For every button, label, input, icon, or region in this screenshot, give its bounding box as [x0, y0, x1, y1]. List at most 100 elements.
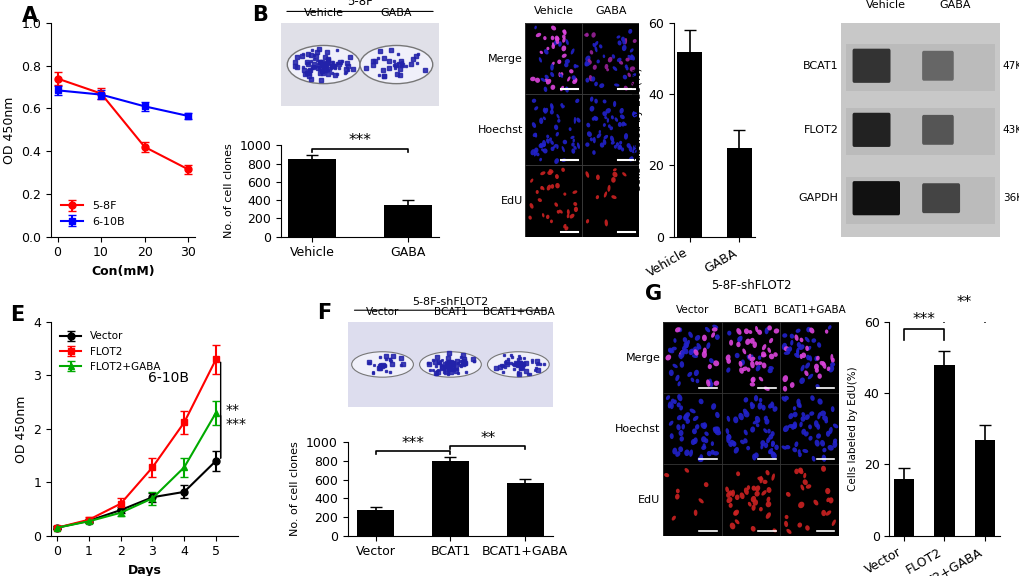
Ellipse shape: [763, 443, 767, 448]
Ellipse shape: [754, 326, 757, 332]
Ellipse shape: [701, 351, 706, 358]
Ellipse shape: [706, 451, 711, 456]
Ellipse shape: [544, 78, 547, 82]
Ellipse shape: [693, 510, 697, 516]
Ellipse shape: [769, 401, 773, 408]
Bar: [780, 322, 839, 393]
Ellipse shape: [696, 343, 701, 350]
Ellipse shape: [805, 484, 810, 489]
Ellipse shape: [782, 334, 787, 338]
Ellipse shape: [555, 145, 558, 149]
Ellipse shape: [726, 367, 730, 373]
Ellipse shape: [530, 77, 535, 81]
Ellipse shape: [698, 399, 703, 404]
Ellipse shape: [535, 78, 539, 83]
Ellipse shape: [789, 382, 794, 388]
Circle shape: [360, 46, 432, 84]
Ellipse shape: [621, 147, 624, 151]
Ellipse shape: [632, 145, 636, 151]
Text: 5-8F-shFLOT2: 5-8F-shFLOT2: [412, 297, 488, 307]
Ellipse shape: [621, 122, 625, 127]
Bar: [846, 177, 994, 224]
Ellipse shape: [751, 454, 756, 460]
Ellipse shape: [767, 448, 772, 454]
Ellipse shape: [556, 119, 559, 123]
Ellipse shape: [626, 143, 630, 148]
Ellipse shape: [815, 356, 819, 361]
Ellipse shape: [795, 347, 799, 354]
Ellipse shape: [585, 55, 590, 62]
Ellipse shape: [765, 437, 769, 443]
Ellipse shape: [695, 379, 699, 383]
Ellipse shape: [589, 50, 593, 55]
Ellipse shape: [807, 425, 811, 429]
Ellipse shape: [766, 325, 771, 331]
Ellipse shape: [752, 342, 756, 348]
Bar: [780, 464, 839, 536]
Ellipse shape: [532, 132, 536, 137]
Ellipse shape: [585, 78, 589, 82]
Ellipse shape: [632, 111, 635, 117]
Ellipse shape: [605, 68, 608, 71]
Ellipse shape: [663, 473, 668, 477]
Ellipse shape: [830, 406, 834, 412]
Ellipse shape: [595, 175, 599, 180]
Ellipse shape: [751, 486, 755, 491]
Text: Vehicle: Vehicle: [865, 0, 905, 10]
Ellipse shape: [538, 143, 542, 148]
Bar: [662, 464, 720, 536]
Ellipse shape: [603, 135, 607, 139]
FancyBboxPatch shape: [921, 115, 953, 145]
Ellipse shape: [562, 29, 566, 35]
Ellipse shape: [567, 209, 570, 215]
Ellipse shape: [725, 354, 730, 361]
Ellipse shape: [818, 361, 824, 366]
Ellipse shape: [531, 98, 536, 103]
Ellipse shape: [632, 111, 636, 116]
Bar: [525, 165, 582, 237]
Ellipse shape: [551, 62, 554, 66]
Ellipse shape: [572, 190, 577, 194]
Ellipse shape: [790, 340, 793, 346]
Ellipse shape: [824, 329, 827, 334]
Bar: [677, 51, 701, 237]
Ellipse shape: [557, 72, 560, 77]
Ellipse shape: [685, 412, 690, 418]
Ellipse shape: [700, 423, 706, 429]
Ellipse shape: [726, 492, 731, 498]
Ellipse shape: [610, 195, 616, 199]
Ellipse shape: [802, 479, 807, 485]
Bar: [720, 464, 780, 536]
Bar: [662, 393, 720, 464]
Ellipse shape: [701, 335, 706, 341]
Ellipse shape: [591, 32, 595, 37]
Text: Vehicle: Vehicle: [533, 6, 574, 16]
Ellipse shape: [746, 485, 749, 490]
Ellipse shape: [726, 358, 731, 364]
Ellipse shape: [591, 77, 595, 82]
Ellipse shape: [679, 436, 684, 442]
Ellipse shape: [672, 364, 677, 368]
Ellipse shape: [800, 416, 805, 422]
Ellipse shape: [733, 511, 737, 516]
Ellipse shape: [746, 367, 750, 372]
Ellipse shape: [796, 404, 800, 408]
Bar: [582, 23, 639, 94]
Ellipse shape: [585, 171, 589, 178]
Ellipse shape: [547, 171, 552, 175]
Ellipse shape: [783, 351, 789, 355]
Text: Vector: Vector: [366, 307, 398, 317]
Text: Merge: Merge: [625, 353, 660, 363]
Ellipse shape: [621, 37, 625, 41]
Ellipse shape: [607, 124, 610, 128]
Ellipse shape: [823, 419, 827, 423]
Ellipse shape: [833, 423, 838, 429]
Ellipse shape: [671, 399, 675, 404]
Ellipse shape: [808, 328, 813, 334]
Bar: [894, 479, 913, 536]
Ellipse shape: [796, 342, 800, 348]
Ellipse shape: [629, 48, 633, 52]
Ellipse shape: [627, 55, 632, 60]
Ellipse shape: [792, 412, 797, 417]
Ellipse shape: [759, 440, 764, 446]
